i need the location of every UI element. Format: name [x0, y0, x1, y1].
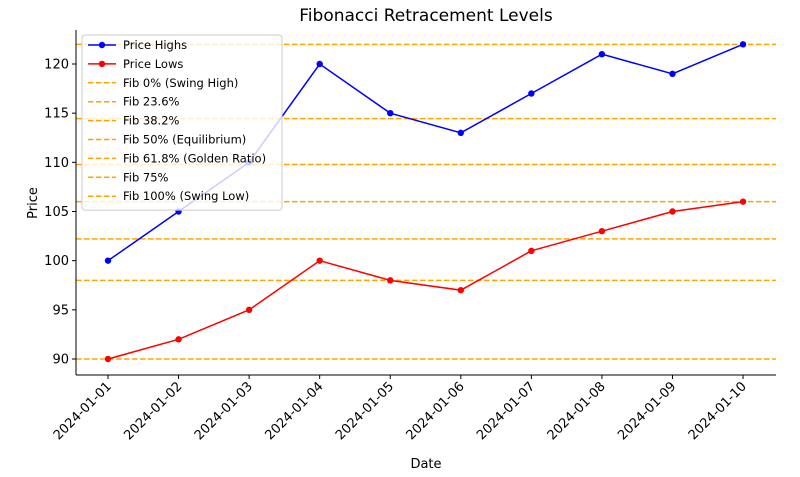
legend-entry: Price Lows	[88, 57, 183, 71]
legend-marker-icon	[98, 60, 106, 68]
axes	[75, 30, 776, 376]
y-axis-label: Price	[26, 187, 41, 219]
legend-entry: Fib 38.2%	[88, 114, 180, 128]
data-point	[598, 227, 606, 235]
data-point	[387, 109, 394, 117]
data-point	[739, 41, 747, 48]
y-tick-label: 120	[44, 58, 69, 73]
y-tick-label: 115	[44, 107, 69, 122]
legend-entry: Fib 23.6%	[88, 95, 180, 109]
legend-label: Price Lows	[123, 57, 183, 71]
legend-entry: Fib 100% (Swing Low)	[88, 189, 249, 203]
series-line	[107, 200, 744, 360]
legend-entry: Fib 50% (Equilibrium)	[88, 133, 246, 147]
y-tick-label: 95	[52, 303, 69, 318]
legend-label: Price Highs	[123, 38, 187, 52]
data-point	[245, 306, 253, 314]
chart-title: Fibonacci Retracement Levels	[299, 6, 553, 26]
legend: Price Highs Price Lows Fib 0% (Swing High)…	[81, 34, 283, 211]
legend-label: Fib 75%	[123, 170, 169, 184]
data-point	[739, 198, 747, 205]
legend-entry: Fib 61.8% (Golden Ratio)	[88, 151, 266, 165]
legend-label: Fib 50% (Equilibrium)	[123, 133, 246, 147]
y-tick-label: 90	[52, 353, 69, 368]
x-tick-label: 2024-01-06	[404, 379, 468, 443]
legend-label: Fib 100% (Swing Low)	[123, 189, 249, 203]
data-point	[104, 257, 112, 264]
x-tick-label: 2024-01-05	[333, 379, 397, 443]
legend-marker-icon	[98, 41, 106, 49]
data-point	[528, 90, 535, 97]
x-tick-label: 2024-01-09	[615, 379, 679, 443]
legend-entry: Fib 75%	[88, 170, 169, 184]
data-point	[598, 50, 606, 58]
x-tick-label: 2024-01-08	[545, 379, 609, 443]
legend-box	[81, 34, 283, 211]
y-tick-label: 105	[44, 205, 69, 220]
data-point	[316, 60, 323, 68]
x-tick-label: 2024-01-07	[474, 379, 538, 443]
x-tick-label: 2024-01-04	[262, 379, 326, 443]
legend-label: Fib 38.2%	[123, 114, 180, 128]
x-tick-label: 2024-01-10	[686, 379, 750, 443]
y-axis-ticks: 90 95 100 105 110 115 120	[44, 58, 76, 368]
data-point	[669, 70, 676, 78]
legend-entry: Fib 0% (Swing High)	[88, 76, 238, 90]
x-tick-label: 2024-01-02	[121, 379, 185, 443]
x-tick-label: 2024-01-03	[192, 379, 256, 443]
x-axis-ticks: 2024-01-01 2024-01-02 2024-01-03 2024-01-04…	[51, 375, 750, 443]
data-point	[316, 257, 323, 264]
x-axis-label: Date	[410, 457, 441, 472]
data-point	[669, 208, 676, 215]
y-tick-label: 110	[44, 156, 69, 171]
data-point	[175, 336, 182, 343]
legend-label: Fib 0% (Swing High)	[123, 76, 238, 90]
data-point	[104, 355, 112, 363]
data-point	[457, 129, 464, 137]
data-point	[528, 247, 535, 255]
data-point	[387, 277, 394, 284]
y-tick-label: 100	[44, 254, 69, 269]
legend-entry: Price Highs	[88, 38, 187, 52]
legend-label: Fib 61.8% (Golden Ratio)	[123, 151, 266, 165]
x-tick-label: 2024-01-01	[51, 379, 115, 443]
legend-label: Fib 23.6%	[123, 95, 180, 109]
data-point	[457, 286, 464, 294]
